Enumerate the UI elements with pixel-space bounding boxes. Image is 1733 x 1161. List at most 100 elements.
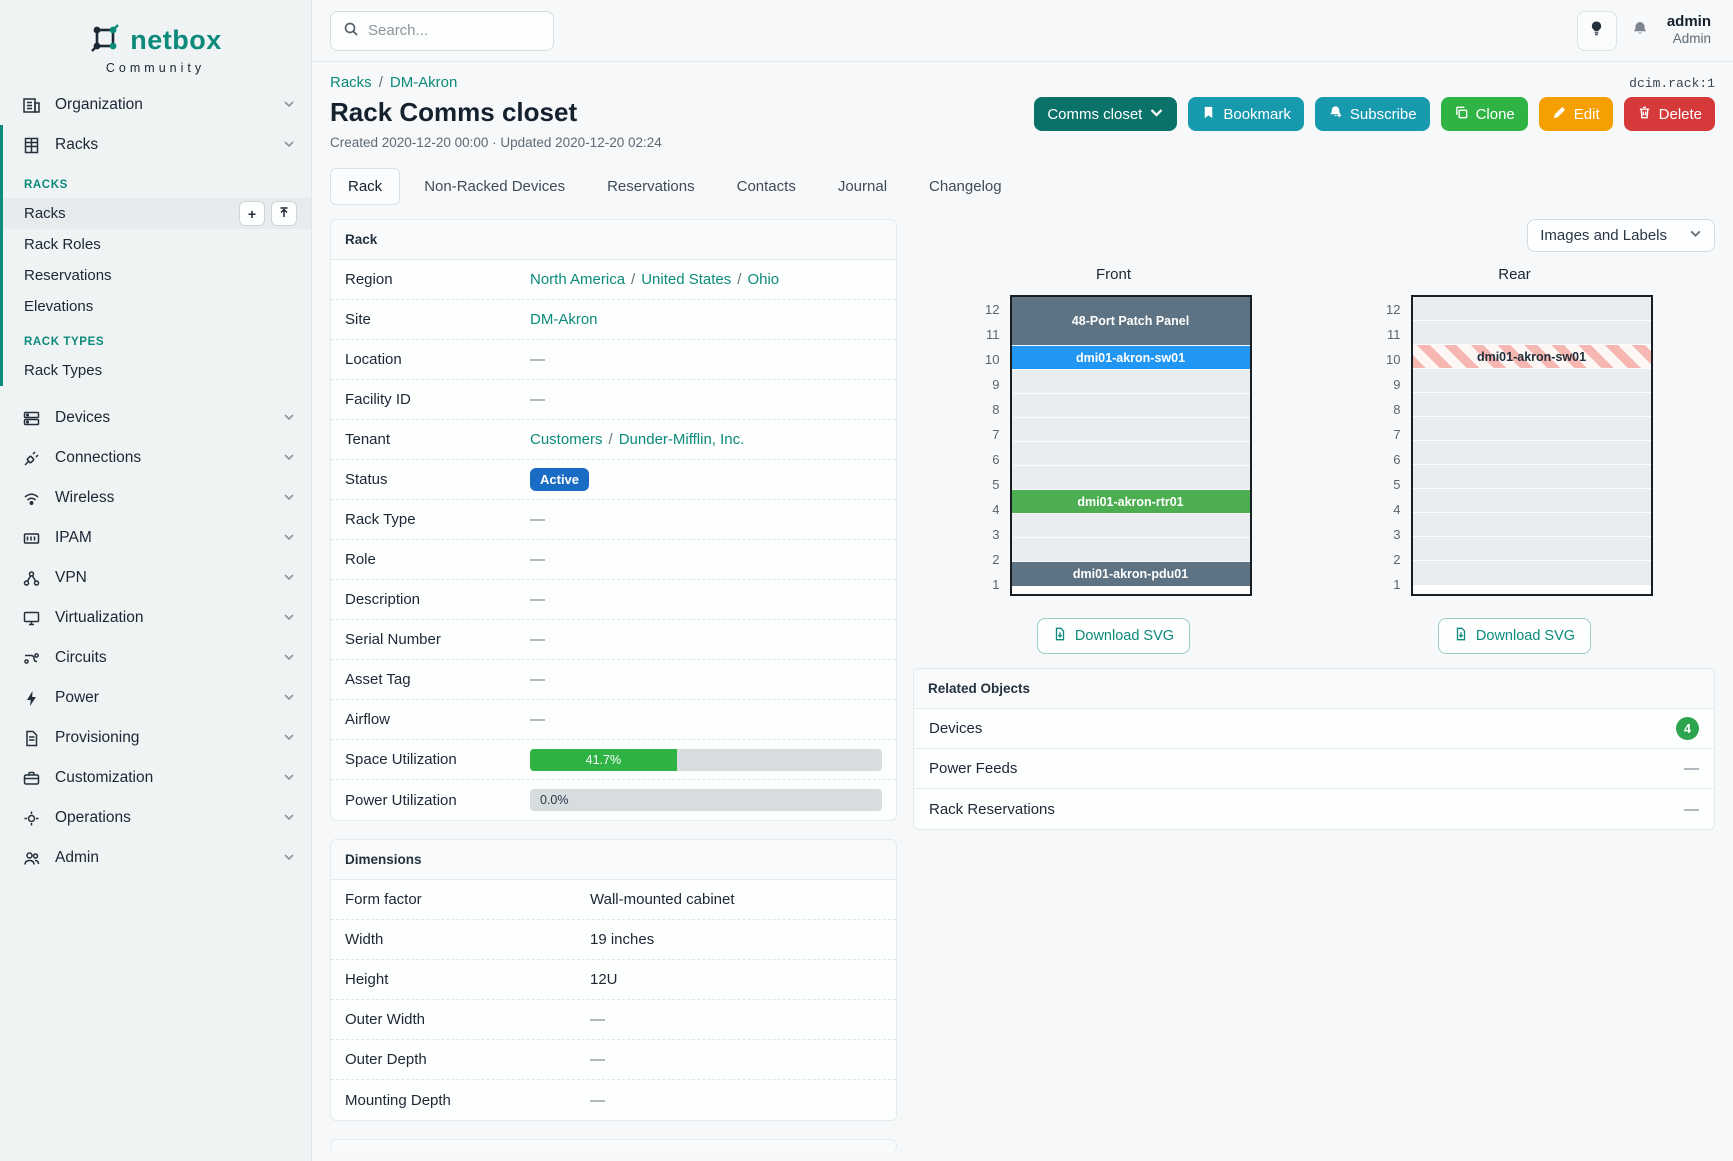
sidebar-item-label: Power: [55, 689, 99, 706]
region-link[interactable]: United States: [641, 271, 732, 288]
tab-reservations[interactable]: Reservations: [607, 178, 695, 195]
tab-changelog[interactable]: Changelog: [929, 178, 1002, 195]
related-row-devices[interactable]: Devices 4: [914, 709, 1714, 749]
rack-slot-empty[interactable]: [1011, 370, 1250, 394]
rack-device[interactable]: 48-Port Patch Panel: [1011, 297, 1250, 346]
rack-slot-empty[interactable]: [1011, 394, 1250, 418]
button-label: Subscribe: [1349, 105, 1417, 123]
sidebar-item-ipam[interactable]: IPAM: [0, 518, 311, 558]
rack-slot-empty[interactable]: [1412, 417, 1651, 441]
edit-button[interactable]: Edit: [1538, 97, 1613, 131]
sidebar-item-elevations[interactable]: Elevations: [3, 291, 311, 322]
breadcrumb-link-racks[interactable]: Racks: [330, 74, 372, 91]
sidebar-item-rack-roles[interactable]: Rack Roles: [3, 229, 311, 260]
rack-slot-empty[interactable]: [1011, 466, 1250, 490]
sidebar-item-organization[interactable]: Organization: [0, 85, 311, 125]
sidebar-item-label: Rack Roles: [24, 236, 101, 253]
theme-toggle-button[interactable]: [1576, 10, 1617, 51]
sidebar-item-virtualization[interactable]: Virtualization: [0, 598, 311, 638]
row-label: Role: [345, 551, 376, 568]
rack-slot-empty[interactable]: [1412, 297, 1651, 321]
rack-slot-empty[interactable]: [1011, 514, 1250, 538]
tab-rack[interactable]: Rack: [330, 168, 401, 205]
tenant-link[interactable]: Dunder-Mifflin, Inc.: [618, 431, 745, 448]
rack-slot-empty[interactable]: [1011, 442, 1250, 466]
region-link[interactable]: North America: [530, 271, 626, 288]
rack-slot-empty[interactable]: [1412, 489, 1651, 513]
rack-slot-empty[interactable]: [1412, 513, 1651, 537]
row-value: Wall-mounted cabinet: [590, 891, 735, 908]
search-input[interactable]: [368, 22, 541, 39]
rack-slot-empty[interactable]: [1011, 538, 1250, 562]
user-menu[interactable]: admin Admin: [1667, 13, 1711, 47]
rack-slot-empty[interactable]: [1412, 321, 1651, 345]
breadcrumb-link-site[interactable]: DM-Akron: [389, 74, 458, 91]
rack-device[interactable]: dmi01-akron-sw01: [1412, 345, 1651, 369]
rack-slot-empty[interactable]: [1412, 537, 1651, 561]
sidebar-item-customization[interactable]: Customization: [0, 758, 311, 798]
row-tenant: Tenant Customers / Dunder-Mifflin, Inc.: [331, 420, 896, 460]
images-and-labels-select[interactable]: Images and Labels: [1527, 219, 1715, 252]
brand-logo[interactable]: netbox Community: [0, 14, 311, 85]
chevron-down-icon: [283, 650, 295, 667]
sidebar-item-label: Circuits: [55, 649, 107, 666]
sidebar-item-reservations[interactable]: Reservations: [3, 260, 311, 291]
import-racks-button[interactable]: [271, 201, 297, 226]
rack-slot-empty[interactable]: [1412, 465, 1651, 489]
row-value: —: [530, 591, 545, 608]
sidebar-item-connections[interactable]: Connections: [0, 438, 311, 478]
building-icon: [22, 96, 41, 115]
rack-name-dropdown-button[interactable]: Comms closet: [1034, 97, 1178, 131]
sidebar-item-provisioning[interactable]: Provisioning: [0, 718, 311, 758]
sidebar-item-label: Racks: [24, 205, 66, 222]
row-label: Site: [345, 311, 371, 328]
sidebar-item-admin[interactable]: Admin: [0, 838, 311, 878]
tab-non-racked-devices[interactable]: Non-Racked Devices: [424, 178, 566, 195]
rack-slot-empty[interactable]: [1412, 369, 1651, 393]
download-svg-rear-button[interactable]: Download SVG: [1437, 618, 1592, 654]
device-label: dmi01-akron-sw01: [1075, 350, 1186, 365]
region-link[interactable]: Ohio: [747, 271, 780, 288]
tenant-group-link[interactable]: Customers: [530, 431, 603, 448]
delete-button[interactable]: Delete: [1623, 97, 1715, 131]
tab-contacts[interactable]: Contacts: [736, 178, 796, 195]
site-link[interactable]: DM-Akron: [530, 311, 598, 328]
chevron-down-icon: [283, 450, 295, 467]
subscribe-button[interactable]: Subscribe: [1314, 97, 1430, 131]
row-label: Space Utilization: [345, 751, 457, 768]
tab-journal[interactable]: Journal: [837, 178, 888, 195]
bookmark-button[interactable]: Bookmark: [1188, 97, 1304, 131]
row-value: 12U: [590, 971, 618, 988]
sidebar-item-racks[interactable]: Racks: [3, 125, 311, 165]
related-row-rack-reservations[interactable]: Rack Reservations —: [914, 789, 1714, 829]
notifications-button[interactable]: [1631, 20, 1649, 42]
row-label: Facility ID: [345, 391, 411, 408]
sidebar-item-racks-list[interactable]: Racks +: [3, 198, 311, 229]
rack-slot-empty[interactable]: [1011, 418, 1250, 442]
download-svg-front-button[interactable]: Download SVG: [1036, 618, 1191, 654]
bolt-icon: [22, 689, 41, 708]
sidebar-item-operations[interactable]: Operations: [0, 798, 311, 838]
rack-slot-empty[interactable]: [1412, 441, 1651, 465]
sidebar-item-wireless[interactable]: Wireless: [0, 478, 311, 518]
row-rack-type: Rack Type —: [331, 500, 896, 540]
sidebar-item-devices[interactable]: Devices: [0, 398, 311, 438]
sidebar-item-circuits[interactable]: Circuits: [0, 638, 311, 678]
sidebar-item-power[interactable]: Power: [0, 678, 311, 718]
related-row-power-feeds[interactable]: Power Feeds —: [914, 749, 1714, 789]
rack-slot-empty[interactable]: [1412, 561, 1651, 585]
space-utilization-bar: 41.7%: [530, 748, 882, 771]
sidebar-item-vpn[interactable]: VPN: [0, 558, 311, 598]
rack-device[interactable]: dmi01-akron-sw01: [1011, 346, 1250, 370]
unit-number: 1: [1393, 576, 1401, 592]
rack-slot-empty[interactable]: [1412, 393, 1651, 417]
clone-button[interactable]: Clone: [1440, 97, 1528, 131]
sidebar-item-label: Organization: [55, 96, 143, 113]
row-value: —: [590, 1011, 605, 1028]
rack-device[interactable]: dmi01-akron-rtr01: [1011, 490, 1250, 514]
button-label: Bookmark: [1223, 105, 1291, 123]
sidebar-item-rack-types[interactable]: Rack Types: [3, 355, 311, 386]
rack-device[interactable]: dmi01-akron-pdu01: [1011, 562, 1250, 586]
related-value: —: [1684, 760, 1699, 777]
add-rack-button[interactable]: +: [239, 201, 265, 226]
